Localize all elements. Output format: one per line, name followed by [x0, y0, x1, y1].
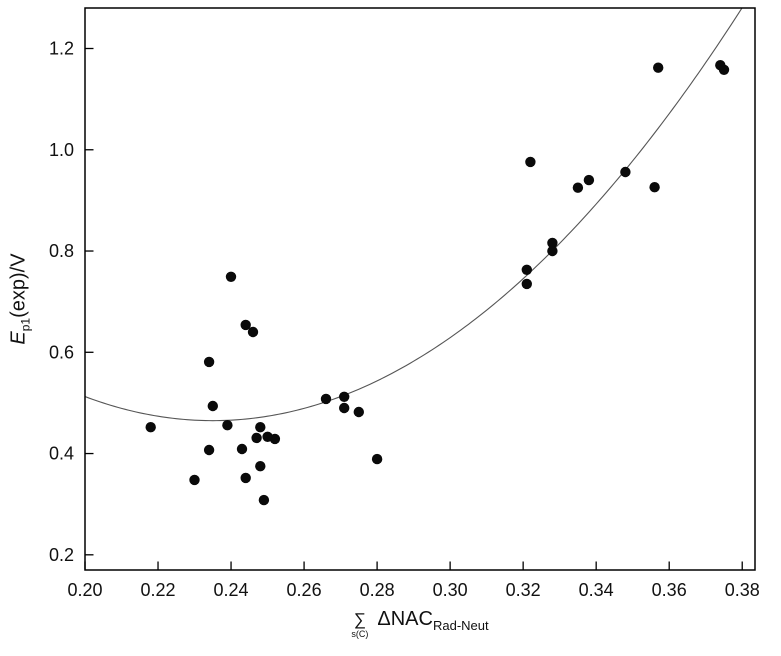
x-axis-term-subscript: Rad-Neut	[432, 618, 489, 633]
data-point	[525, 156, 536, 168]
data-point	[620, 166, 631, 178]
data-point	[225, 271, 237, 282]
x-axis-term-main: ΔNAC	[377, 608, 433, 630]
data-point	[547, 245, 558, 257]
data-point	[339, 391, 350, 402]
data-point	[240, 319, 251, 331]
x-tick-label: 0.24	[214, 580, 249, 600]
data-point	[521, 278, 532, 290]
x-tick-label: 0.36	[652, 580, 687, 600]
data-point	[718, 64, 730, 76]
data-point	[339, 402, 350, 414]
data-point	[572, 182, 584, 193]
data-point	[240, 472, 251, 484]
y-tick-label: 1.0	[49, 140, 74, 160]
x-tick-label: 0.28	[360, 580, 395, 600]
fit-curve	[85, 8, 743, 422]
x-tick-label: 0.22	[141, 580, 176, 600]
y-axis-label: Ep1(exp)/V	[8, 253, 33, 344]
x-tick-label: 0.38	[725, 580, 760, 600]
data-point	[353, 406, 364, 418]
y-tick-label: 0.2	[49, 545, 74, 565]
plot-frame	[84, 7, 756, 571]
y-axis-units: (exp)/V	[7, 253, 30, 318]
y-tick-label: 0.4	[49, 444, 74, 464]
x-tick-label: 0.26	[287, 580, 322, 600]
y-axis-subscript: p1	[18, 317, 33, 332]
summation-symbol: ∑ s(C)	[351, 611, 368, 639]
y-tick-label: 0.8	[49, 241, 74, 261]
data-point	[247, 326, 259, 338]
data-point	[320, 393, 332, 405]
x-axis-label: ∑ s(C) ΔNACRad-Neut	[351, 608, 488, 639]
x-tick-label: 0.32	[506, 580, 541, 600]
data-point	[653, 62, 664, 73]
data-point	[255, 422, 266, 433]
data-point	[371, 453, 383, 465]
x-axis-term: ΔNACRad-Neut	[377, 608, 488, 633]
x-tick-label: 0.20	[67, 580, 102, 600]
data-point	[255, 461, 266, 472]
data-point	[203, 444, 215, 456]
y-tick-label: 1.2	[49, 39, 74, 59]
sigma-subscript: s(C)	[351, 629, 369, 639]
data-point	[649, 182, 660, 193]
data-point	[203, 356, 215, 368]
x-tick-label: 0.34	[579, 580, 614, 600]
sigma-glyph: ∑	[353, 610, 366, 629]
data-point	[547, 237, 558, 249]
y-tick-label: 0.6	[49, 342, 74, 362]
data-point	[583, 174, 595, 186]
data-point	[269, 433, 281, 445]
data-point	[251, 432, 262, 444]
x-tick-label: 0.30	[433, 580, 468, 600]
y-axis-symbol: E	[7, 331, 30, 345]
data-point	[222, 420, 233, 431]
data-point	[145, 422, 156, 433]
data-point	[521, 264, 532, 275]
data-point	[189, 474, 200, 486]
data-point	[236, 443, 248, 455]
data-point	[258, 494, 270, 506]
data-point	[207, 400, 218, 412]
